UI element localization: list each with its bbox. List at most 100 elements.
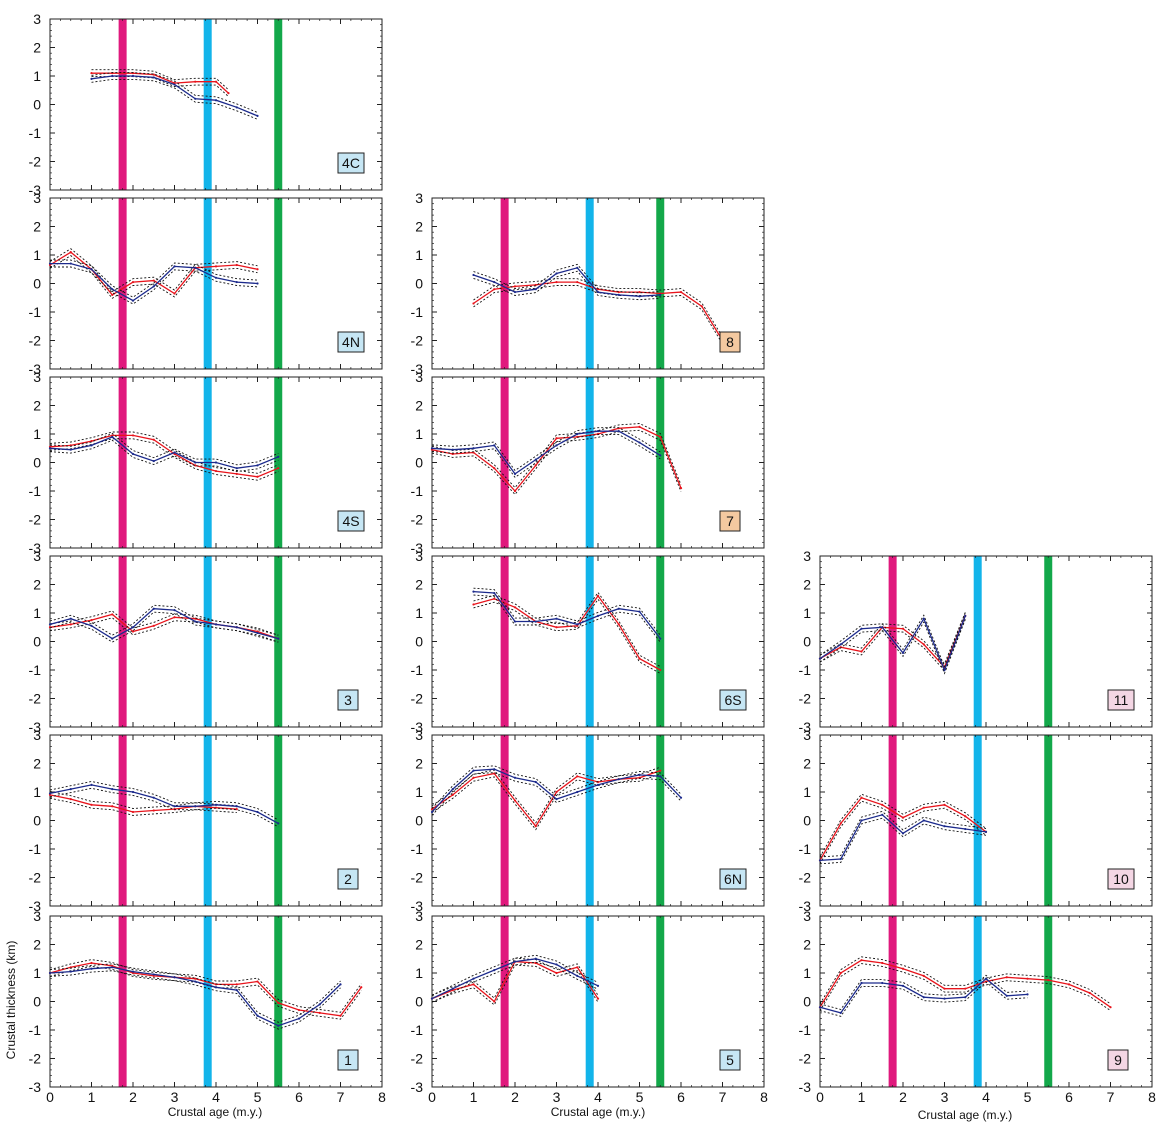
red-series-point xyxy=(227,92,230,95)
y-tick-label: -3 xyxy=(411,898,424,914)
blue-series-point xyxy=(152,459,155,463)
panel-label-box xyxy=(337,331,365,353)
red-series-upper-bound xyxy=(49,248,258,293)
panel-label: 11 xyxy=(1114,692,1129,708)
blue-series-point xyxy=(111,637,114,640)
y-tick-label: 0 xyxy=(33,813,41,829)
red-series-point xyxy=(659,668,662,672)
blue-series-point xyxy=(173,451,176,454)
x-tick-label: 8 xyxy=(760,1089,768,1105)
red-series-line xyxy=(49,434,279,478)
blue-series-point xyxy=(214,803,218,806)
red-series-point xyxy=(318,1011,321,1015)
y-tick-label: -3 xyxy=(411,1079,424,1095)
blue-series-point xyxy=(493,768,496,771)
y-tick-label: 0 xyxy=(415,276,423,292)
x-tick-label: 4 xyxy=(982,1089,990,1105)
red-series-point xyxy=(297,1008,301,1012)
green-bar xyxy=(1044,916,1053,1087)
x-tick-label: 3 xyxy=(941,1089,949,1105)
y-tick-label: 2 xyxy=(33,398,41,414)
blue-series-point xyxy=(235,280,238,284)
y-tick-label: 0 xyxy=(803,994,811,1010)
blue-series-upper-bound xyxy=(819,974,1028,1011)
blue-series-point xyxy=(943,668,946,672)
blue-series-point xyxy=(256,282,259,285)
green-bar xyxy=(274,198,283,369)
blue-series-upper-bound xyxy=(473,587,661,636)
green-bar xyxy=(656,198,665,369)
red-series-point xyxy=(90,803,93,806)
blue-series-point xyxy=(48,971,52,975)
red-series-point xyxy=(922,974,925,977)
y-tick-label: 2 xyxy=(33,937,41,953)
green-bar xyxy=(1044,556,1053,727)
x-tick-label: 6 xyxy=(295,1089,303,1105)
blue-series-point xyxy=(297,1017,301,1020)
red-series-point xyxy=(860,959,863,962)
y-tick-label: 0 xyxy=(33,634,41,650)
panel-2: -3 -2 -1 0 1 2 3 2 xyxy=(29,727,383,914)
y-tick-label: 0 xyxy=(415,994,423,1010)
blue-series-point xyxy=(256,464,259,467)
blue-series-point xyxy=(214,623,218,626)
y-tick-label: 0 xyxy=(803,813,811,829)
y-tick-label: -1 xyxy=(29,841,42,857)
green-bar xyxy=(274,916,283,1087)
blue-series-lower-bound xyxy=(473,594,661,643)
red-series-upper-bound xyxy=(49,959,362,1013)
red-series-point xyxy=(194,464,197,467)
blue-series-point xyxy=(194,620,197,623)
y-tick-label: 2 xyxy=(415,398,423,414)
blue-series-point xyxy=(235,805,238,808)
blue-series-lower-bound xyxy=(431,772,682,816)
panel-label: 9 xyxy=(1114,1052,1122,1068)
y-axis-label: Crustal thickness (km) xyxy=(4,941,18,1060)
y-tick-label: -3 xyxy=(411,540,424,556)
blue-series-point xyxy=(818,1006,822,1009)
blue-series-point xyxy=(277,637,280,640)
cyan-bar xyxy=(585,916,594,1087)
red-series-point xyxy=(90,961,93,965)
panel-background xyxy=(432,916,764,1087)
x-tick-label: 3 xyxy=(553,1089,561,1105)
panel-background xyxy=(50,556,382,727)
blue-series-point xyxy=(818,859,822,862)
blue-series-point xyxy=(576,790,579,794)
panel-4N: -3 -2 -1 0 1 2 3 4N xyxy=(29,190,383,377)
x-tick-label: 6 xyxy=(1065,1089,1073,1105)
y-tick-label: 2 xyxy=(33,219,41,235)
magenta-bar xyxy=(500,377,509,548)
y-tick-label: 3 xyxy=(33,369,41,385)
blue-series-point xyxy=(90,967,93,970)
blue-series-point xyxy=(596,430,600,433)
x-tick-label: 0 xyxy=(46,1089,54,1105)
cyan-bar xyxy=(203,19,212,190)
blue-series-point xyxy=(555,272,558,275)
x-tick-label: 5 xyxy=(636,1089,644,1105)
panel-label: 5 xyxy=(726,1052,734,1068)
blue-series-upper-bound xyxy=(49,963,341,1023)
blue-series-point xyxy=(430,810,434,814)
cyan-bar xyxy=(973,735,982,906)
red-series-point xyxy=(152,624,155,627)
blue-series-point xyxy=(69,617,72,620)
y-tick-label: 2 xyxy=(33,40,41,56)
panel-label: 4S xyxy=(342,513,359,529)
blue-series-point xyxy=(493,591,496,595)
red-series-lower-bound xyxy=(819,963,1111,1011)
x-tick-label: 1 xyxy=(88,1089,96,1105)
x-tick-label: 5 xyxy=(254,1089,262,1105)
green-bar xyxy=(1044,735,1053,906)
red-series-point xyxy=(964,987,967,990)
y-tick-label: 0 xyxy=(415,634,423,650)
cyan-bar xyxy=(585,556,594,727)
y-tick-label: -2 xyxy=(29,691,42,707)
red-series-point xyxy=(69,251,72,254)
panel-6N: -3 -2 -1 0 1 2 3 6N xyxy=(411,727,765,914)
panel-label: 4C xyxy=(342,155,360,171)
red-series-point xyxy=(90,72,93,75)
red-series-point xyxy=(638,290,641,294)
y-tick-label: 1 xyxy=(33,247,41,263)
blue-series-point xyxy=(617,293,620,296)
